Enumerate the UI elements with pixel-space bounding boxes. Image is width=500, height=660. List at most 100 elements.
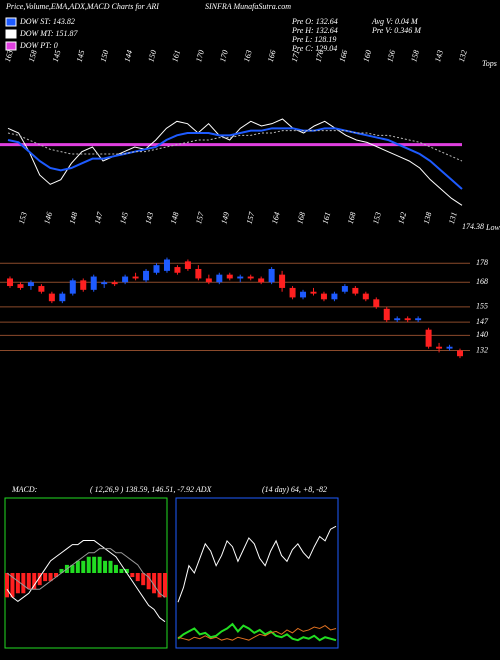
candle-body	[341, 286, 348, 292]
candle-body	[143, 270, 150, 281]
macd-bar	[92, 556, 97, 573]
macd-panel	[4, 497, 168, 649]
low-label: 147	[93, 210, 105, 225]
series-line	[7, 118, 463, 206]
candle-body	[373, 299, 380, 307]
macd-bar	[43, 573, 48, 582]
macd-bar	[108, 560, 113, 573]
adx-panel	[175, 497, 339, 649]
candle-body	[237, 276, 244, 279]
macd-title: MACD:	[11, 485, 38, 494]
top-label: 145	[75, 49, 87, 63]
series-line	[7, 130, 463, 162]
candle-body	[216, 274, 223, 283]
candle-body	[59, 293, 66, 302]
candle-body	[132, 276, 139, 279]
macd-bar	[146, 573, 151, 590]
low-label: 168	[295, 211, 307, 225]
candle-body	[352, 287, 359, 294]
candle-body	[310, 291, 317, 294]
macd-bar	[10, 573, 15, 598]
candle-body	[90, 276, 97, 290]
macd-bar	[157, 573, 162, 598]
macd-bar	[135, 573, 140, 582]
macd-bar	[103, 560, 108, 573]
macd-bar	[130, 573, 135, 578]
macd-bar	[86, 556, 91, 573]
low-label: 153	[17, 211, 29, 225]
candle-body	[153, 265, 160, 273]
low-label: 145	[118, 211, 130, 225]
info-text: Avg V: 0.04 M	[371, 17, 419, 26]
series-line	[6, 540, 166, 623]
level-label: 178	[476, 258, 488, 267]
top-label: 143	[433, 49, 445, 63]
low-label: 153	[371, 211, 383, 225]
low-label: 142	[396, 211, 408, 225]
site: SINFRA MunafaSutra.com	[205, 2, 291, 11]
level-label: 140	[476, 330, 488, 339]
top-label: 156	[385, 49, 397, 63]
info-text: Pre V: 0.346 M	[371, 26, 422, 35]
macd-bar	[113, 564, 118, 573]
candle-body	[268, 268, 275, 283]
top-label: 144	[122, 49, 134, 63]
series-line	[6, 548, 166, 598]
candle-body	[258, 278, 265, 283]
top-label: 163	[242, 49, 254, 63]
macd-bar	[152, 573, 157, 594]
low-label: 131	[447, 211, 459, 225]
macd-bar	[15, 573, 20, 594]
macd-bar	[37, 573, 42, 586]
level-label: 147	[476, 317, 489, 326]
candle-body	[174, 267, 181, 273]
macd-bar	[119, 568, 124, 573]
candle-body	[122, 276, 129, 283]
macd-bar	[5, 573, 9, 598]
macd-subtitle: ( 12,26,9 ) 138.59, 146.51, -7.92 ADX	[90, 485, 213, 494]
candle-body	[226, 274, 233, 279]
series-line	[177, 525, 337, 603]
adx-title: (14 day) 64, +8, -82	[262, 485, 327, 494]
low-label: 157	[194, 210, 206, 225]
macd-bar	[54, 573, 59, 578]
candle-body	[7, 278, 13, 287]
top-label: 166	[338, 49, 350, 63]
top-label: 171	[290, 49, 302, 63]
legend-label: DOW MT: 151.87	[19, 29, 79, 38]
series-line	[177, 622, 337, 642]
top-label: 161	[170, 49, 182, 63]
macd-bar	[21, 573, 26, 594]
last-price: 174.38	[462, 222, 484, 231]
low-label: 149	[219, 211, 231, 225]
candle-body	[205, 278, 212, 283]
candle-body	[247, 276, 254, 279]
info-text: Pre C: 129.04	[291, 44, 337, 53]
low-label: 161	[321, 211, 333, 225]
series-line	[177, 624, 337, 641]
low-label: 168	[346, 211, 358, 225]
low-label: 146	[42, 211, 54, 225]
macd-bar	[81, 560, 86, 573]
tops-label: Tops	[482, 59, 497, 68]
info-text: Pre L: 128.19	[291, 35, 336, 44]
legend-label: DOW PT: 0	[19, 41, 58, 50]
top-label: 145	[51, 49, 63, 63]
top-label: 158	[27, 49, 39, 63]
info-text: Pre H: 132.64	[291, 26, 338, 35]
candle-body	[48, 293, 55, 302]
top-label: 176	[314, 49, 326, 63]
candle-body	[69, 280, 76, 294]
legend-swatch	[5, 17, 17, 27]
candle-body	[425, 329, 432, 347]
candle-body	[163, 259, 170, 271]
info-text: Pre O: 132.64	[291, 17, 338, 26]
legend-swatch	[5, 41, 17, 51]
candle-body	[362, 293, 369, 300]
title: Price,Volume,EMA,ADX,MACD Charts for ARI	[5, 2, 159, 11]
candle-body	[289, 287, 296, 298]
top-label: 163	[3, 49, 15, 63]
low-label: 148	[68, 211, 80, 225]
